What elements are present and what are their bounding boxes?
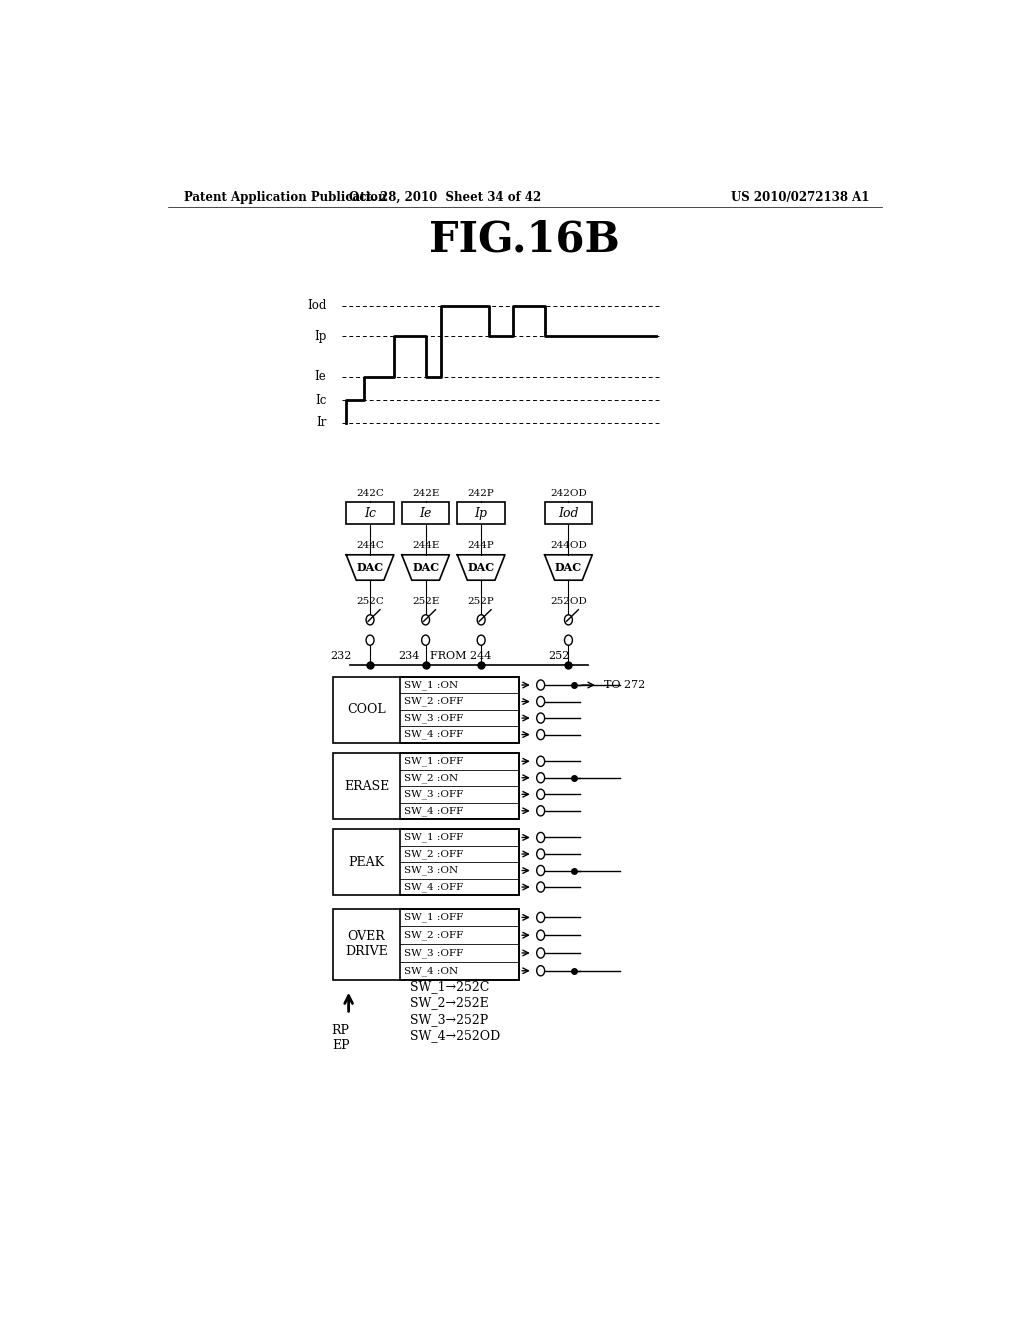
Text: SW_1 :OFF: SW_1 :OFF	[404, 912, 464, 923]
Bar	[545, 502, 592, 524]
Text: Patent Application Publication: Patent Application Publication	[183, 190, 386, 203]
Text: SW_4 :OFF: SW_4 :OFF	[404, 882, 464, 892]
Text: Ie: Ie	[314, 371, 327, 383]
Text: Iod: Iod	[307, 300, 327, 313]
Text: SW_3 :OFF: SW_3 :OFF	[404, 948, 464, 958]
Text: FROM 244: FROM 244	[430, 651, 490, 660]
Bar	[333, 752, 519, 818]
Text: 244OD: 244OD	[550, 541, 587, 549]
Text: SW_1→252C: SW_1→252C	[410, 981, 489, 993]
Text: SW_3 :ON: SW_3 :ON	[404, 866, 459, 875]
Text: FIG.16B: FIG.16B	[429, 219, 621, 261]
Text: COOL: COOL	[347, 704, 386, 717]
Text: RP
EP: RP EP	[332, 1024, 349, 1052]
Text: Ic: Ic	[315, 393, 327, 407]
Text: SW_2→252E: SW_2→252E	[410, 997, 488, 1010]
Text: DAC: DAC	[555, 562, 582, 573]
Text: Iod: Iod	[558, 507, 579, 520]
Text: SW_1 :OFF: SW_1 :OFF	[404, 833, 464, 842]
Text: SW_2 :ON: SW_2 :ON	[404, 774, 459, 783]
Text: SW_4 :ON: SW_4 :ON	[404, 966, 459, 975]
Bar	[333, 677, 519, 743]
Text: ERASE: ERASE	[344, 780, 389, 792]
Text: 232: 232	[331, 651, 351, 660]
Bar	[346, 502, 394, 524]
Bar	[400, 829, 519, 895]
Text: SW_4 :OFF: SW_4 :OFF	[404, 730, 464, 739]
Text: 242P: 242P	[468, 488, 495, 498]
Text: 242C: 242C	[356, 488, 384, 498]
Text: 242E: 242E	[412, 488, 439, 498]
Text: TO 272: TO 272	[604, 680, 645, 690]
Text: SW_2 :OFF: SW_2 :OFF	[404, 849, 464, 859]
Text: Ip: Ip	[314, 330, 327, 343]
Text: Ic: Ic	[365, 507, 376, 520]
Text: 252C: 252C	[356, 597, 384, 606]
Text: SW_1 :ON: SW_1 :ON	[404, 680, 459, 690]
Text: SW_3 :OFF: SW_3 :OFF	[404, 789, 464, 799]
Bar	[333, 829, 519, 895]
Text: Ie: Ie	[420, 507, 432, 520]
Bar	[401, 502, 450, 524]
Text: 242OD: 242OD	[550, 488, 587, 498]
Text: DAC: DAC	[412, 562, 439, 573]
Text: Oct. 28, 2010  Sheet 34 of 42: Oct. 28, 2010 Sheet 34 of 42	[349, 190, 542, 203]
Text: SW_4 :OFF: SW_4 :OFF	[404, 807, 464, 816]
Text: 244E: 244E	[412, 541, 439, 549]
Text: 252P: 252P	[468, 597, 495, 606]
Bar	[400, 752, 519, 818]
Bar	[333, 908, 519, 979]
Text: SW_1 :OFF: SW_1 :OFF	[404, 756, 464, 766]
Text: 234: 234	[397, 651, 419, 660]
Text: 252OD: 252OD	[550, 597, 587, 606]
Text: US 2010/0272138 A1: US 2010/0272138 A1	[731, 190, 869, 203]
Text: SW_3→252P: SW_3→252P	[410, 1012, 488, 1026]
Text: PEAK: PEAK	[348, 855, 385, 869]
Text: Ir: Ir	[316, 416, 327, 429]
Text: 252E: 252E	[412, 597, 439, 606]
Bar	[458, 502, 505, 524]
Text: OVER
DRIVE: OVER DRIVE	[345, 931, 388, 958]
Text: SW_3 :OFF: SW_3 :OFF	[404, 713, 464, 723]
Bar	[400, 908, 519, 979]
Text: SW_2 :OFF: SW_2 :OFF	[404, 931, 464, 940]
Text: SW_2 :OFF: SW_2 :OFF	[404, 697, 464, 706]
Text: DAC: DAC	[356, 562, 384, 573]
Bar	[400, 677, 519, 743]
Text: 244C: 244C	[356, 541, 384, 549]
Text: SW_4→252OD: SW_4→252OD	[410, 1030, 500, 1041]
Text: 252: 252	[549, 651, 570, 660]
Text: DAC: DAC	[468, 562, 495, 573]
Text: 244P: 244P	[468, 541, 495, 549]
Text: Ip: Ip	[475, 507, 487, 520]
